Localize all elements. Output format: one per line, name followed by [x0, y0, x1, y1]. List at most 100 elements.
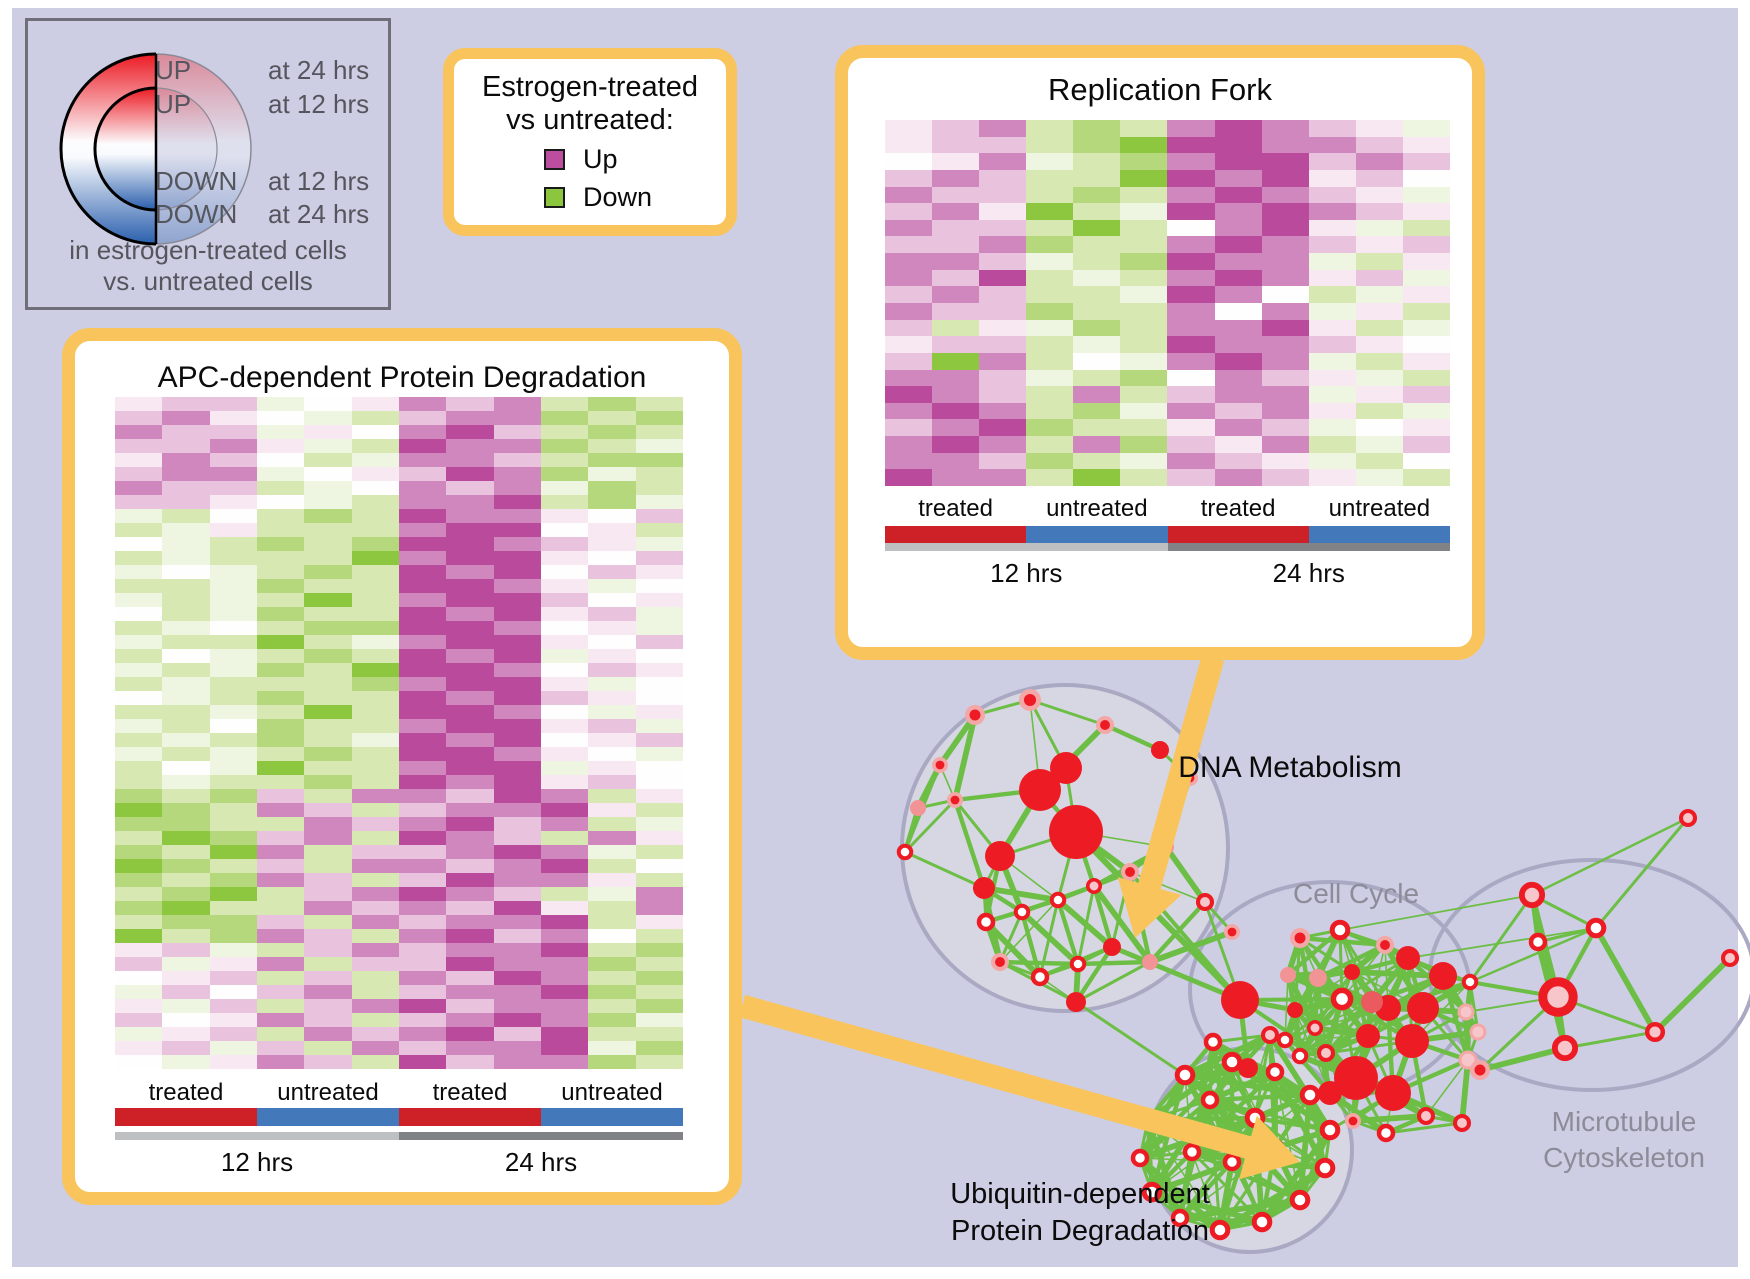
heatmap-cell: [446, 733, 494, 747]
heatmap-cell: [446, 523, 494, 537]
heatmap-cell: [588, 453, 636, 467]
gene-node: [1376, 1123, 1396, 1143]
gene-node: [935, 760, 945, 770]
heatmap-cell: [540, 565, 589, 579]
heatmap-cell: [209, 523, 257, 537]
heatmap-cell: [398, 593, 447, 607]
heatmap-cell: [1026, 203, 1074, 220]
heatmap-cell: [304, 593, 352, 607]
heatmap-cell: [115, 1041, 163, 1055]
heatmap-cell: [351, 1055, 399, 1069]
heatmap-cell: [1308, 319, 1356, 337]
heatmap-cell: [115, 565, 163, 579]
heatmap-cell: [351, 929, 399, 943]
heatmap-cell: [162, 677, 210, 691]
heatmap-cell: [209, 971, 257, 985]
heatmap-cell: [1214, 120, 1262, 137]
heatmap-cell: [209, 747, 257, 761]
microtubule-label-line1: Microtubule: [1551, 1106, 1697, 1137]
heatmap-cell: [1308, 253, 1356, 270]
heatmap-cell: [304, 929, 352, 943]
gene-node: [1314, 1157, 1336, 1179]
heatmap-cell: [635, 663, 683, 677]
heatmap-cell: [979, 419, 1027, 437]
heatmap-cell: [932, 369, 980, 387]
heatmap-cell: [398, 915, 447, 929]
heatmap-cell: [304, 845, 352, 859]
heatmap-cell: [1402, 336, 1450, 353]
heatmap-cell: [1167, 402, 1215, 420]
heatmap-cell: [351, 733, 399, 747]
heatmap-cell: [885, 203, 933, 220]
heatmap-cell: [1214, 253, 1262, 270]
down-color-swatch: [544, 187, 565, 208]
heatmap-cell: [493, 677, 541, 691]
heatmap-cell: [1214, 319, 1262, 337]
heatmap-cell: [885, 136, 933, 154]
heatmap-cell: [932, 386, 980, 403]
heatmap-cell: [635, 551, 683, 565]
heatmap-cell: [446, 915, 494, 929]
heatmap-cell: [446, 873, 494, 887]
heatmap-cell: [635, 831, 683, 845]
heatmap-cell: [446, 411, 494, 425]
heatmap-cell: [209, 831, 257, 845]
gene-node: [1103, 938, 1121, 956]
heatmap-cell: [209, 621, 257, 635]
heatmap-cell: [162, 649, 210, 663]
heatmap-cell: [588, 425, 636, 439]
heatmap-cell: [398, 761, 447, 775]
network-edge: [1294, 971, 1353, 1011]
heatmap-cell: [635, 1055, 683, 1069]
heatmap-cell: [446, 551, 494, 565]
heatmap-cell: [209, 817, 257, 831]
heatmap-cell: [162, 607, 210, 621]
heatmap-cell: [351, 579, 399, 593]
heatmap-cell: [540, 1055, 589, 1069]
heatmap-cell: [398, 887, 447, 901]
heatmap-cell: [1026, 452, 1074, 470]
heatmap-cell: [1026, 153, 1074, 170]
heatmap-cell: [1167, 286, 1215, 303]
heatmap-cell: [885, 153, 933, 170]
heatmap-cell: [1214, 386, 1262, 403]
heatmap-cell: [1026, 352, 1074, 370]
heatmap-cell: [446, 593, 494, 607]
heatmap-cell: [304, 439, 352, 453]
heatmap-cell: [1073, 336, 1121, 353]
heatmap-cell: [493, 481, 541, 495]
network-edge: [1138, 1155, 1222, 1233]
heatmap-cell: [1355, 452, 1403, 470]
heatmap-cell: [588, 677, 636, 691]
microtubule-ellipse: [1428, 858, 1750, 1092]
heatmap-cell: [398, 733, 447, 747]
heatmap-cell: [162, 1027, 210, 1041]
heatmap-cell: [1355, 120, 1403, 137]
heatmap-cell: [635, 453, 683, 467]
heatmap-cell: [1261, 253, 1309, 270]
heatmap-cell: [1120, 236, 1168, 254]
network-bridge-edge: [1238, 998, 1358, 1080]
gene-node: [1227, 927, 1237, 937]
heatmap-cell: [351, 397, 399, 411]
heatmap-cell: [162, 985, 210, 999]
heatmap-cell: [304, 677, 352, 691]
heatmap-cell: [256, 551, 305, 565]
heatmap-cell: [162, 691, 210, 705]
heatmap-cell: [1073, 136, 1121, 154]
heatmap-cell: [588, 733, 636, 747]
network-edge: [1055, 899, 1081, 965]
heatmap-cell: [493, 691, 541, 705]
heatmap-cell: [635, 733, 683, 747]
heatmap-cell: [588, 915, 636, 929]
heatmap-cell: [209, 789, 257, 803]
treated-label: treated: [1200, 495, 1276, 522]
heatmap-cell: [351, 1013, 399, 1027]
heatmap-cell: [635, 901, 683, 915]
heatmap-cell: [162, 859, 210, 873]
heatmap-cell: [1355, 436, 1403, 453]
ubiquitin-degradation-label: Ubiquitin-dependent Protein Degradation: [930, 1176, 1230, 1250]
heatmap-cell: [1261, 452, 1309, 470]
heatmap-cell: [540, 873, 589, 887]
heatmap-cell: [1355, 186, 1403, 204]
